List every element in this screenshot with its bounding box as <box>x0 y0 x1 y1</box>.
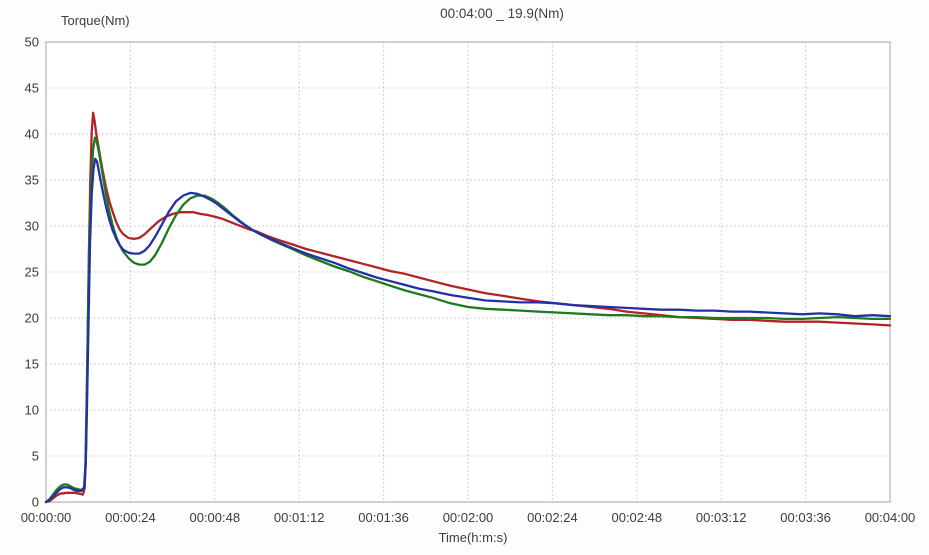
x-axis-title: Time(h:m:s) <box>438 530 508 545</box>
y-tick-label: 15 <box>25 357 39 372</box>
y-tick-label: 25 <box>25 265 39 280</box>
y-tick-label: 10 <box>25 403 39 418</box>
y-tick-label: 40 <box>25 127 39 142</box>
y-tick-label: 50 <box>25 35 39 50</box>
y-tick-label: 30 <box>25 219 39 234</box>
x-tick-label: 00:01:36 <box>358 510 409 525</box>
y-tick-label: 5 <box>32 449 39 464</box>
x-tick-label: 00:02:48 <box>611 510 662 525</box>
chart-cursor-readout: 00:04:00 _ 19.9(Nm) <box>440 6 564 21</box>
y-tick-label: 35 <box>25 173 39 188</box>
x-tick-label: 00:02:24 <box>527 510 578 525</box>
x-tick-label: 00:01:12 <box>274 510 325 525</box>
torque-blue-line <box>44 157 892 504</box>
torque-red-line <box>44 111 892 504</box>
x-tick-label: 00:00:00 <box>21 510 72 525</box>
x-tick-label: 00:00:24 <box>105 510 156 525</box>
x-tick-label: 00:00:48 <box>189 510 240 525</box>
x-tick-label: 00:03:36 <box>780 510 831 525</box>
y-axis-title: Torque(Nm) <box>61 13 130 28</box>
x-tick-label: 00:03:12 <box>696 510 747 525</box>
x-tick-label: 00:02:00 <box>443 510 494 525</box>
plot-border <box>45 41 891 503</box>
y-tick-label: 0 <box>32 495 39 510</box>
x-tick-label: 00:04:00 <box>865 510 916 525</box>
y-tick-label: 20 <box>25 311 39 326</box>
y-tick-label: 45 <box>25 81 39 96</box>
